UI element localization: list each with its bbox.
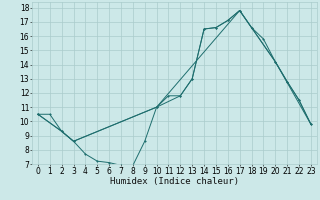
X-axis label: Humidex (Indice chaleur): Humidex (Indice chaleur) [110, 177, 239, 186]
